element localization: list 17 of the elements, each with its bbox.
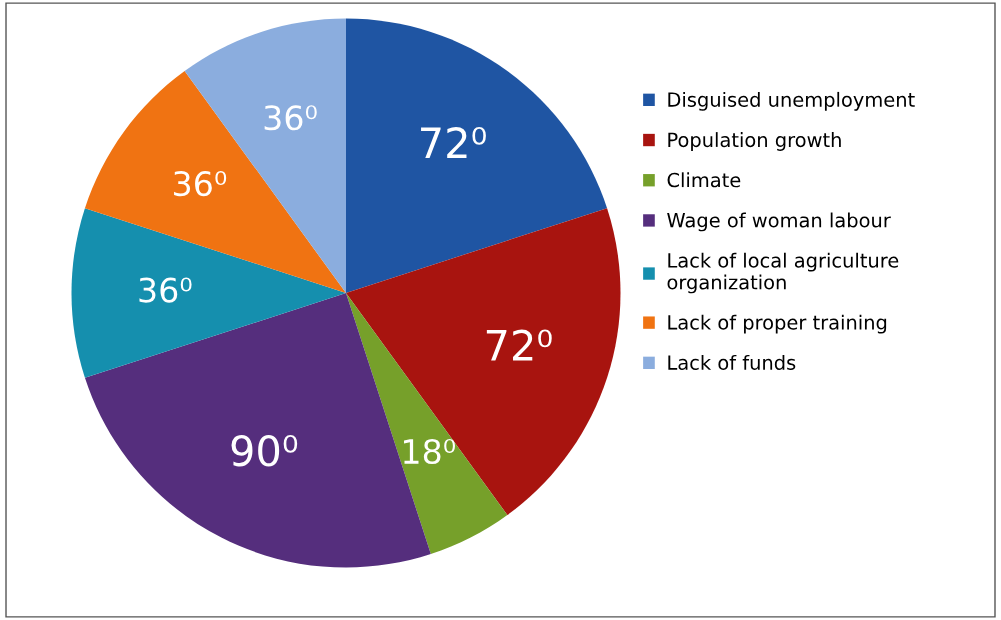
legend-label: Lack of funds (668, 354, 796, 370)
data-label: 90⁰ (231, 435, 298, 467)
data-label: 36⁰ (264, 105, 317, 131)
pie-slice (346, 208, 621, 516)
data-label: 36⁰ (139, 277, 192, 303)
data-label: 36⁰ (174, 170, 227, 197)
data-label: 72⁰ (486, 329, 552, 361)
legend-label: Climate (667, 172, 741, 188)
legend-label: Lack of local agriculture organization (667, 252, 899, 294)
legend-label: Wage of woman labour (667, 212, 891, 232)
legend-label: Lack of proper training (668, 314, 887, 334)
pie-slice (346, 18, 608, 293)
data-label: 18⁰ (404, 438, 455, 465)
legend-label: Population growth (668, 132, 841, 151)
pie-slice (71, 208, 346, 378)
legend-label: Disguised unemployment (668, 91, 915, 111)
data-label: 72⁰ (421, 127, 486, 158)
